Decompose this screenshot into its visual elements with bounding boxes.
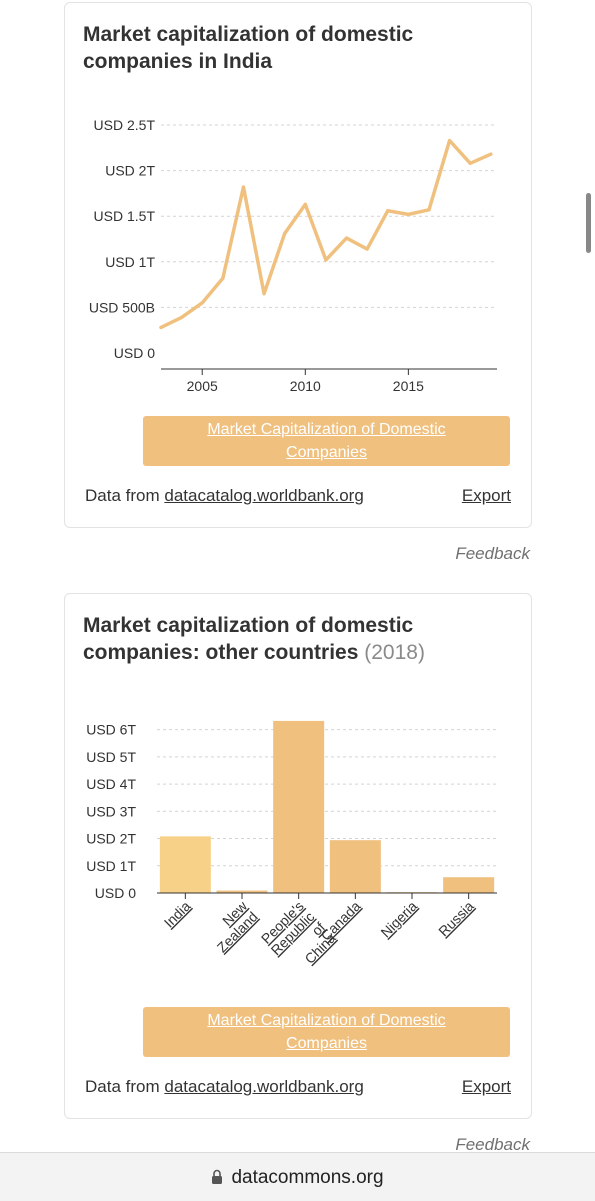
data-point — [324, 258, 328, 262]
y-tick-label: USD 5T — [86, 749, 136, 765]
data-point — [303, 202, 307, 206]
feedback-link[interactable]: Feedback — [455, 544, 530, 563]
bar — [443, 877, 495, 893]
y-gridlines — [157, 729, 497, 867]
source-prefix: Data from — [85, 1077, 165, 1096]
x-tick-label-line: India — [161, 898, 194, 931]
url-display[interactable]: datacommons.org — [0, 1167, 595, 1189]
data-point — [241, 185, 245, 189]
y-tick-label: USD 0 — [114, 345, 155, 361]
y-tick-label: USD 4T — [86, 776, 136, 792]
y-tick-label: USD 6T — [86, 722, 136, 738]
x-tick-label-group: India — [161, 898, 194, 931]
bar-chart: USD 0 USD 1T USD 2T USD 3T USD 4T USD 5T USD 6… — [86, 720, 497, 967]
data-point — [448, 139, 452, 143]
chart-footer: Data from datacatalog.worldbank.org Expo… — [85, 1077, 511, 1097]
x-tick-label: India — [161, 898, 194, 931]
x-tick-label-group: Russia — [435, 898, 477, 940]
data-point — [159, 325, 163, 329]
chart-title: Market capitalization of domestic compan… — [83, 612, 513, 666]
data-point — [180, 315, 184, 319]
y-tick-label: USD 500B — [89, 299, 155, 315]
data-point — [468, 161, 472, 165]
line-chart: USD 0 USD 500B USD 1T USD 1.5T USD 2T USD 2.5… — [89, 117, 497, 394]
x-tick-label: 2015 — [393, 378, 424, 394]
legend-series-label[interactable]: Market Capitalization of Domestic Compan… — [207, 421, 446, 461]
x-tick-label-group: Canada — [317, 898, 363, 944]
data-point — [489, 152, 493, 156]
data-point — [283, 232, 287, 236]
x-tick-label: 2010 — [290, 378, 321, 394]
data-point — [406, 212, 410, 216]
y-tick-label: USD 1.5T — [94, 208, 156, 224]
bar — [329, 840, 381, 893]
feedback-link[interactable]: Feedback — [455, 1135, 530, 1154]
data-point — [427, 208, 431, 212]
x-tick-label: 2005 — [187, 378, 218, 394]
source-prefix: Data from — [85, 486, 165, 505]
y-tick-label: USD 2.5T — [94, 117, 156, 133]
series-line — [159, 138, 493, 330]
india-chart-card: Market capitalization of domestic compan… — [64, 2, 532, 528]
data-point — [262, 292, 266, 296]
lock-icon — [212, 1169, 223, 1184]
data-point — [365, 247, 369, 251]
chart-title-text: Market capitalization of domestic compan… — [83, 614, 414, 664]
bar — [159, 836, 211, 893]
y-gridlines — [161, 124, 497, 308]
x-tick-label-line: Nigeria — [377, 898, 420, 941]
legend-series-label[interactable]: Market Capitalization of Domestic Compan… — [207, 1012, 446, 1052]
url-bar[interactable]: datacommons.org — [0, 1152, 595, 1201]
x-tick-label: NewZealand — [203, 897, 261, 955]
scrollbar[interactable] — [586, 193, 591, 253]
bar — [273, 720, 325, 893]
x-tick-label-line: Canada — [317, 898, 363, 944]
x-tick-label: Russia — [435, 898, 477, 940]
source-link[interactable]: datacatalog.worldbank.org — [164, 1077, 364, 1096]
data-point — [221, 276, 225, 280]
legend-series-button[interactable]: Market Capitalization of Domestic Compan… — [143, 1007, 510, 1057]
legend-series-button[interactable]: Market Capitalization of Domestic Compan… — [143, 416, 510, 466]
export-link[interactable]: Export — [461, 486, 511, 505]
bar — [216, 890, 268, 893]
y-tick-label: USD 3T — [86, 803, 136, 819]
x-tick-label: Canada — [317, 898, 363, 944]
export-link[interactable]: Export — [461, 1077, 511, 1096]
source-link[interactable]: datacatalog.worldbank.org — [164, 486, 364, 505]
y-tick-label: USD 1T — [105, 254, 155, 270]
y-tick-label: USD 2T — [105, 163, 155, 179]
y-tick-label: USD 1T — [86, 858, 136, 874]
chart-title-year: (2018) — [364, 641, 425, 664]
x-tick-label: Nigeria — [377, 898, 420, 941]
data-point — [200, 301, 204, 305]
y-tick-label: USD 2T — [86, 831, 136, 847]
url-text[interactable]: datacommons.org — [231, 1167, 384, 1188]
chart-footer: Data from datacatalog.worldbank.org Expo… — [85, 486, 511, 506]
data-point — [386, 209, 390, 213]
data-point — [345, 236, 349, 240]
x-tick-label-group: NewZealand — [203, 897, 261, 955]
x-tick-label-group: Nigeria — [377, 898, 420, 941]
x-tick-label-line: Russia — [435, 898, 477, 940]
countries-chart-card: Market capitalization of domestic compan… — [64, 593, 532, 1119]
y-tick-label: USD 0 — [95, 885, 136, 901]
chart-title: Market capitalization of domestic compan… — [83, 23, 414, 73]
